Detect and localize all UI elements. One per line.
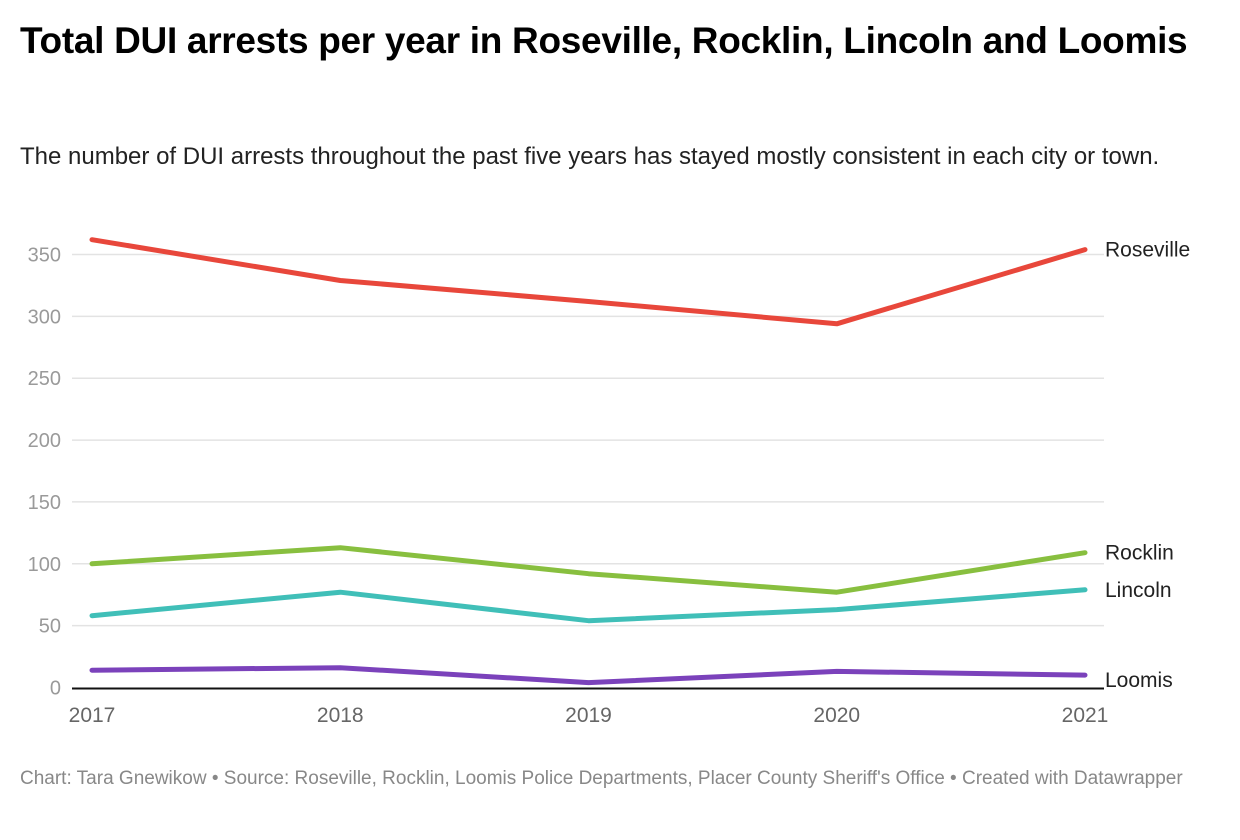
series-label-loomis: Loomis (1105, 669, 1173, 692)
x-tick-label: 2017 (69, 704, 116, 727)
series-line-roseville (89, 237, 1088, 327)
series-label-roseville: Roseville (1105, 239, 1190, 262)
series-line-loomis (89, 665, 1088, 686)
y-tick-label: 100 (28, 554, 61, 576)
series-label-lincoln: Lincoln (1105, 579, 1172, 602)
series-label-rocklin: Rocklin (1105, 542, 1174, 565)
chart-footer-credits: Chart: Tara Gnewikow • Source: Roseville… (20, 768, 1183, 789)
x-tick-label: 2020 (813, 704, 860, 727)
x-axis: 2017 2018 2019 2020 2021 (69, 704, 1109, 727)
y-axis: 0 50 100 150 200 250 300 350 (28, 245, 61, 700)
x-tick-label: 2018 (317, 704, 364, 727)
x-tick-label: 2021 (1062, 704, 1109, 727)
y-tick-label: 0 (50, 678, 61, 700)
series-labels: Roseville Rocklin Lincoln Loomis (1105, 239, 1190, 693)
series-line-lincoln (89, 587, 1088, 624)
y-tick-label: 350 (28, 245, 61, 267)
y-tick-label: 300 (28, 306, 61, 328)
gridlines (72, 253, 1104, 627)
y-tick-label: 250 (28, 368, 61, 390)
x-tick-label: 2019 (565, 704, 612, 727)
series-lines (89, 237, 1088, 686)
series-line-rocklin (89, 545, 1088, 595)
y-tick-label: 50 (39, 616, 61, 638)
chart-title: Total DUI arrests per year in Roseville,… (20, 20, 1188, 61)
chart-subtitle: The number of DUI arrests throughout the… (20, 143, 1160, 170)
y-tick-label: 200 (28, 430, 61, 452)
y-tick-label: 150 (28, 492, 61, 514)
